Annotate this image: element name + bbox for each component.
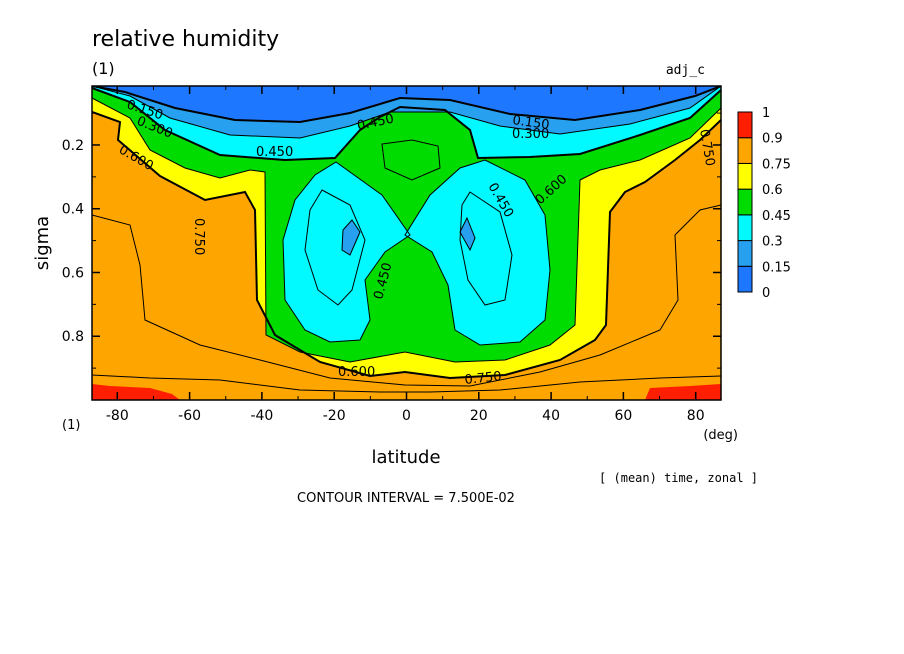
- experiment-label: adj_c: [666, 63, 705, 78]
- y-axis-title: sigma: [32, 216, 53, 270]
- contour-line: [92, 87, 721, 162]
- contour-label: 0.750: [464, 369, 503, 388]
- contour-line: [92, 86, 721, 139]
- fill-level-0.9-right: [645, 384, 721, 400]
- x-tick-label: 80: [687, 408, 705, 424]
- x-axis: -80 -60 -40 -20 0 20 40 60 80: [106, 86, 705, 424]
- fill-level-0: [92, 86, 721, 122]
- contour-line: [92, 86, 721, 124]
- x-tick-label: -80: [106, 408, 129, 424]
- fill-level-0.9-left: [92, 384, 180, 400]
- fill-level-0.15-left-cell: [342, 220, 360, 255]
- x-tick-label: -20: [323, 408, 346, 424]
- fill-level-0.3-right-lobe: [405, 160, 550, 345]
- y-tick-label: 0.6: [62, 265, 84, 281]
- x-axis-title: latitude: [371, 447, 440, 468]
- contour-line: [404, 159, 551, 346]
- colorbar-swatch: [737, 214, 753, 242]
- panel-label: (1): [92, 59, 115, 78]
- contour-lines: [92, 86, 721, 393]
- contour-line: [92, 374, 721, 393]
- colorbar-label: 0.6: [762, 183, 783, 198]
- contour-label: 0.450: [256, 145, 293, 160]
- contour-line: [459, 216, 476, 252]
- contour-line: [304, 189, 366, 306]
- axis-panel-label: (1): [62, 418, 80, 433]
- colorbar: 0 0.15 0.3 0.45 0.6 0.75 0.9 1: [737, 106, 791, 301]
- contour-line: [459, 191, 513, 306]
- chart-title: relative humidity: [92, 27, 279, 52]
- x-tick-label: -60: [178, 408, 201, 424]
- contour-label: 0.750: [696, 128, 717, 167]
- contour-line: [282, 161, 411, 343]
- contour-line: [92, 204, 721, 387]
- x-tick-label: 40: [542, 408, 560, 424]
- colorbar-swatch: [737, 240, 753, 267]
- colorbar-label: 0.9: [762, 132, 783, 147]
- contour-interval-label: CONTOUR INTERVAL = 7.500E-02: [297, 491, 515, 506]
- x-tick-label: 20: [470, 408, 488, 424]
- x-unit-label: (deg): [703, 428, 738, 443]
- x-tick-label: 0: [402, 408, 411, 424]
- y-tick-label: 0.4: [62, 202, 84, 218]
- contour-line: [381, 139, 441, 181]
- y-tick-label: 0.8: [62, 329, 84, 345]
- colorbar-swatch: [737, 137, 753, 164]
- contour-label: 0.600: [338, 365, 375, 380]
- colorbar-swatch: [737, 265, 753, 293]
- colorbar-label: 0.75: [762, 157, 791, 172]
- contour-label: 0.150: [511, 113, 550, 133]
- contour-label: 0.750: [191, 218, 206, 255]
- colorbar-label: 0.3: [762, 235, 783, 250]
- y-axis: 0.2 0.4 0.6 0.8: [62, 112, 721, 401]
- colorbar-swatch: [737, 162, 753, 190]
- colorbar-label: 0.15: [762, 260, 791, 275]
- contour-line: [92, 111, 721, 380]
- x-tick-label: 60: [614, 408, 632, 424]
- colorbar-label: 0.45: [762, 209, 791, 224]
- contour-line: [341, 219, 361, 256]
- colorbar-label: 1: [762, 106, 770, 121]
- colorbar-label: 0: [762, 286, 770, 301]
- averaging-label: [ (mean) time, zonal ]: [599, 471, 758, 485]
- fill-level-0.15-right-cell: [460, 218, 475, 250]
- contour-fill: [92, 86, 721, 400]
- x-tick-label: -40: [250, 408, 273, 424]
- colorbar-swatch: [737, 111, 753, 139]
- contour-line: [92, 97, 721, 363]
- contour-label: 0.300: [512, 127, 549, 142]
- y-tick-label: 0.2: [62, 138, 84, 154]
- colorbar-swatch: [737, 188, 753, 216]
